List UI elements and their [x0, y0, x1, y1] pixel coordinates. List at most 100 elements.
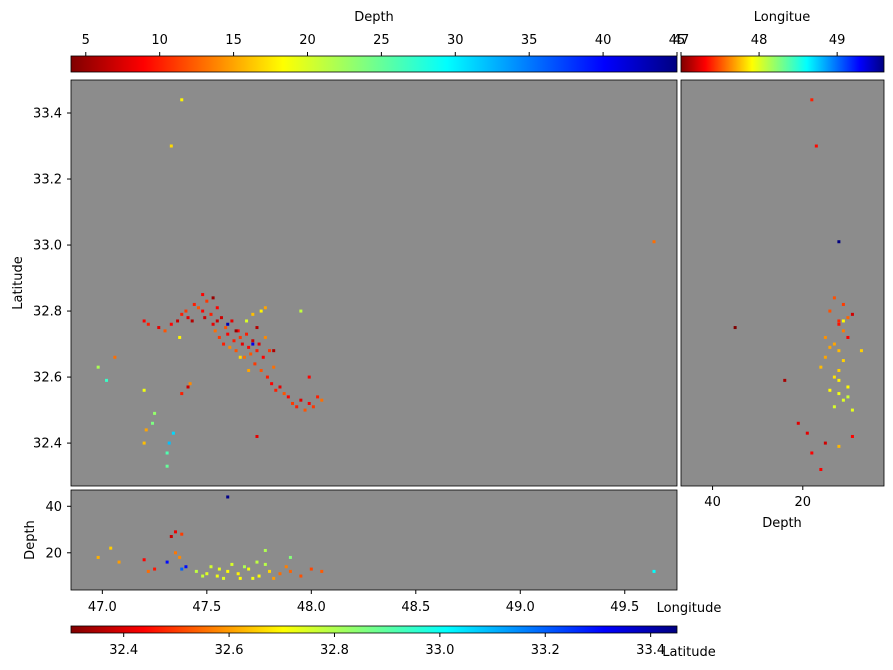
- longitude-depth-xtick-label: 47.0: [88, 600, 117, 615]
- map-point: [190, 319, 194, 323]
- depth-latitude-point: [859, 349, 863, 353]
- longitude-colorbar-tick-label: 48: [751, 33, 768, 48]
- map-ytick-label: 32.6: [33, 371, 62, 386]
- depth-latitude-point: [810, 98, 814, 102]
- map-point: [251, 312, 255, 316]
- map-point: [113, 355, 117, 359]
- depth-latitude-point: [823, 335, 827, 339]
- longitude-depth-point: [299, 574, 303, 578]
- longitude-depth-point: [180, 567, 184, 571]
- depth-latitude-point: [846, 316, 850, 320]
- map-point: [180, 98, 184, 102]
- longitude-depth-xtick-label: 49.0: [506, 600, 535, 615]
- map-point: [153, 411, 157, 415]
- depth-latitude-point: [828, 388, 832, 392]
- longitude-depth-point: [226, 569, 230, 573]
- map-point: [230, 319, 234, 323]
- longitude-depth-point: [209, 565, 213, 569]
- map-point: [307, 401, 311, 405]
- map-point: [311, 405, 315, 409]
- longitude-depth-point: [247, 567, 251, 571]
- map-point: [257, 342, 261, 346]
- map-point: [180, 312, 184, 316]
- map-point: [105, 378, 109, 382]
- depth-latitude-point: [814, 144, 818, 148]
- longitude-depth-point: [272, 576, 276, 580]
- map-point: [282, 392, 286, 396]
- longitude-depth-point: [142, 558, 146, 562]
- map-point: [272, 365, 276, 369]
- latitude-colorbar-tick-label: 33.0: [425, 643, 454, 658]
- map-point: [228, 345, 232, 349]
- longitude-colorbar: Longitue 47 48 49: [673, 10, 885, 73]
- depth-latitude-point: [837, 368, 841, 372]
- map-point: [215, 306, 219, 310]
- map-point: [234, 349, 238, 353]
- longitude-depth-point: [652, 569, 656, 573]
- map-point: [176, 319, 180, 323]
- longitude-colorbar-tick-label: 47: [673, 33, 690, 48]
- depth-latitude-point: [837, 392, 841, 396]
- longitude-depth-point: [278, 572, 282, 576]
- map-point: [236, 329, 240, 333]
- map-point: [219, 316, 223, 320]
- map-point: [232, 339, 236, 343]
- map-point: [211, 322, 215, 326]
- depth-latitude-point: [837, 349, 841, 353]
- map-point: [196, 306, 200, 310]
- longitude-depth-point: [173, 530, 177, 534]
- longitude-depth-point: [263, 548, 267, 552]
- depth-colorbar-tick-label: 10: [151, 33, 168, 48]
- map-point: [201, 309, 205, 313]
- latitude-colorbar: 32.4 32.6 32.8 33.0 33.2 33.4 Latitude: [70, 625, 716, 660]
- map-point: [224, 326, 228, 330]
- longitude-depth-background: [70, 489, 678, 591]
- longitude-depth-point: [109, 546, 113, 550]
- longitude-depth-xtick-label: 48.0: [297, 600, 326, 615]
- map-point: [238, 335, 242, 339]
- depth-latitude-point: [819, 467, 823, 471]
- map-point: [268, 349, 272, 353]
- longitude-colorbar-tick-label: 49: [829, 33, 846, 48]
- depth-latitude-point: [841, 302, 845, 306]
- map-point: [259, 368, 263, 372]
- map-point: [245, 319, 249, 323]
- map-point: [203, 316, 207, 320]
- map-point: [180, 392, 184, 396]
- map-point: [240, 342, 244, 346]
- depth-latitude-point: [783, 378, 787, 382]
- longitude-depth-point: [178, 555, 182, 559]
- map-point: [222, 342, 226, 346]
- map-point: [169, 144, 173, 148]
- map-point: [142, 441, 146, 445]
- depth-latitude-point: [805, 431, 809, 435]
- longitude-depth-point: [205, 572, 209, 576]
- map-point: [247, 345, 251, 349]
- map-point: [142, 319, 146, 323]
- longitude-depth-point: [169, 535, 173, 539]
- map-panel: 32.4 32.6 32.8 33.0 33.2 33.4 Latitude: [11, 79, 678, 487]
- map-panel-background: [70, 79, 678, 487]
- depth-latitude-point: [823, 441, 827, 445]
- longitude-depth-point: [194, 569, 198, 573]
- longitude-depth-point: [184, 565, 188, 569]
- map-point: [286, 395, 290, 399]
- longitude-depth-point: [146, 569, 150, 573]
- depth-latitude-point: [837, 240, 841, 244]
- longitude-depth-ylabel: Depth: [23, 520, 38, 560]
- depth-latitude-point: [837, 378, 841, 382]
- latitude-colorbar-tick-label: 32.8: [320, 643, 349, 658]
- longitude-depth-point: [242, 565, 246, 569]
- map-ytick-label: 33.0: [33, 239, 62, 254]
- longitude-depth-point: [165, 560, 169, 564]
- depth-colorbar-tick-label: 15: [225, 33, 242, 48]
- map-point: [201, 293, 205, 297]
- map-point: [186, 316, 190, 320]
- latitude-colorbar-tick-label: 33.4: [636, 643, 665, 658]
- map-point: [178, 335, 182, 339]
- map-point: [238, 355, 242, 359]
- longitude-depth-point: [230, 562, 234, 566]
- depth-latitude-background: [680, 79, 885, 487]
- map-point: [209, 312, 213, 316]
- longitude-depth-point: [251, 576, 255, 580]
